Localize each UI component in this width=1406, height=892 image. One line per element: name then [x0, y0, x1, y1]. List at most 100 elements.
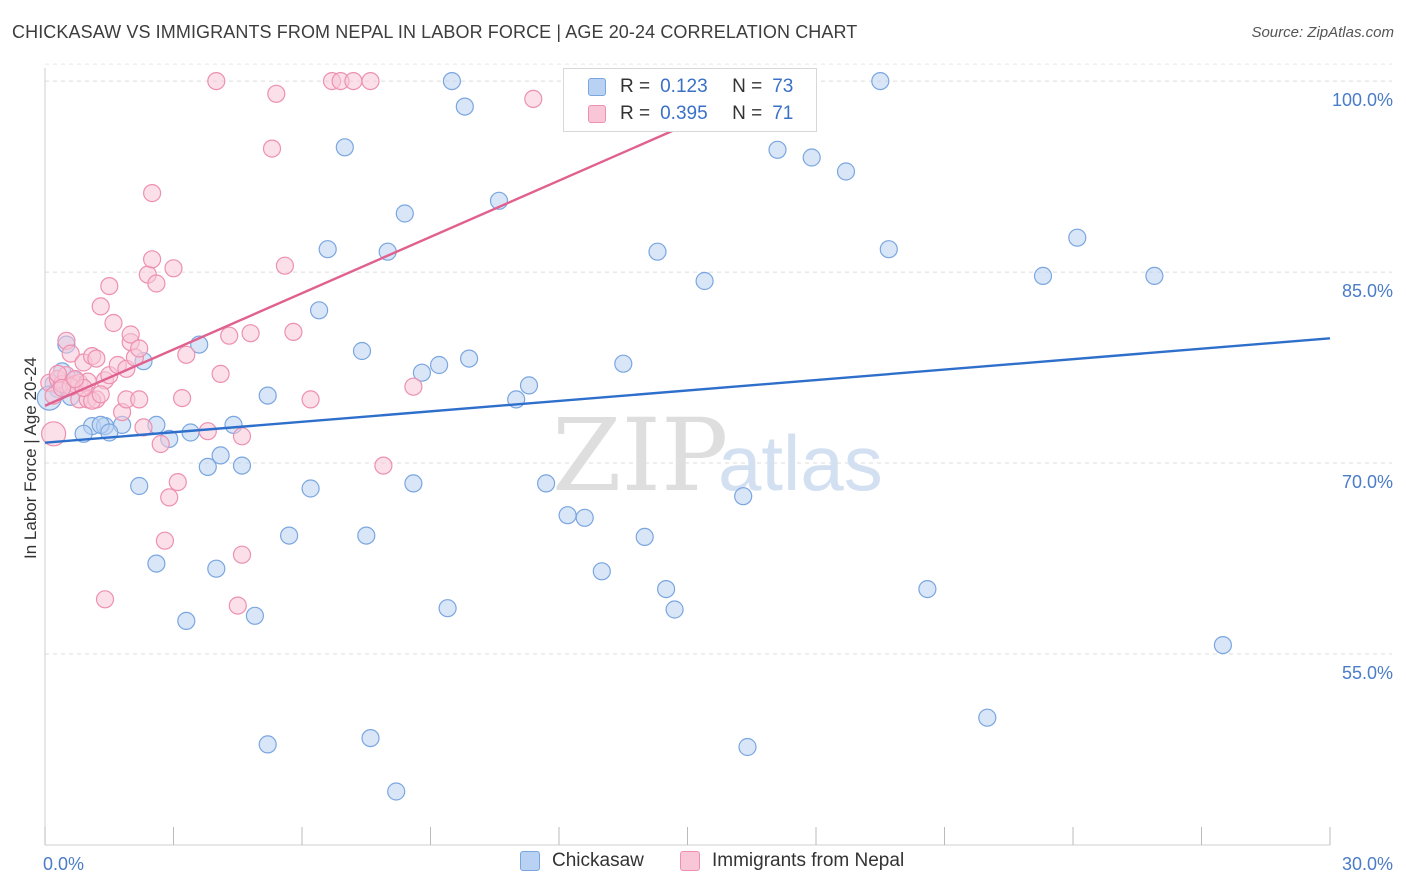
- r-value: 0.395: [660, 103, 708, 124]
- chickasaw-point: [395, 204, 414, 223]
- nepal-point: [173, 389, 192, 408]
- chickasaw-point: [318, 240, 337, 259]
- chickasaw-point: [177, 611, 196, 631]
- chickasaw-point: [412, 363, 431, 382]
- chickasaw-point: [460, 349, 479, 368]
- chickasaw-point: [635, 527, 654, 547]
- chickasaw-point: [357, 526, 376, 545]
- chickasaw-point: [802, 148, 821, 167]
- nepal-point: [284, 322, 303, 341]
- y-tick-label: 55.0%: [1342, 663, 1393, 683]
- nepal-point: [143, 250, 162, 269]
- nepal-point: [404, 377, 423, 396]
- nepal-point: [267, 84, 286, 103]
- nepal-trend-line: [44, 119, 697, 407]
- chickasaw-point: [207, 559, 226, 578]
- chickasaw-trend-line: [44, 337, 1331, 444]
- nepal-point: [374, 456, 393, 475]
- n-label: N =: [732, 103, 763, 124]
- y-axis-label: In Labor Force | Age 20-24: [21, 357, 40, 559]
- chickasaw-point: [768, 140, 787, 159]
- n-value: 73: [772, 76, 794, 97]
- chickasaw-point: [301, 479, 320, 498]
- nepal-point: [524, 89, 543, 109]
- chickasaw-point: [232, 456, 252, 475]
- nepal-point: [40, 421, 67, 447]
- x-tick-label: 0.0%: [43, 854, 84, 874]
- chickasaw-point: [1068, 228, 1087, 247]
- chickasaw-point: [648, 242, 667, 261]
- legend-row-nepal: R = 0.395 N = 71: [588, 101, 793, 127]
- nepal-point: [134, 418, 153, 437]
- x-tick-label: 30.0%: [1342, 854, 1393, 874]
- chickasaw-point: [871, 71, 890, 91]
- y-tick-label: 85.0%: [1342, 281, 1393, 301]
- series-legend: Chickasaw Immigrants from Nepal: [0, 850, 1406, 878]
- nepal-point: [275, 256, 294, 275]
- n-label: N =: [732, 76, 763, 97]
- chickasaw-point: [258, 386, 277, 405]
- watermark: ZIP atlas: [552, 397, 883, 514]
- nepal-point: [228, 596, 247, 615]
- stats-legend: R = 0.123 N = 73 R = 0.395 N = 71: [563, 68, 817, 132]
- axes: [44, 68, 1331, 846]
- chickasaw-point: [879, 240, 898, 259]
- chickasaw-point: [130, 476, 149, 496]
- nepal-point: [207, 71, 226, 91]
- nepal-point: [232, 545, 252, 564]
- chickasaw-point: [211, 446, 230, 465]
- nepal-point: [155, 531, 174, 550]
- chickasaw-point: [147, 554, 166, 573]
- chickasaw-point: [442, 71, 461, 91]
- chickasaw-point: [361, 728, 380, 748]
- nepal-point: [198, 422, 217, 441]
- nepal-point: [52, 378, 72, 397]
- chickasaw-point: [1033, 266, 1053, 285]
- legend-item-chickasaw: Chickasaw: [520, 850, 644, 872]
- nepal-point: [95, 590, 115, 609]
- nepal-point: [361, 71, 380, 91]
- chickasaw-point: [1145, 266, 1164, 285]
- source-label: Source: ZipAtlas.com: [1251, 24, 1394, 41]
- nepal-point: [91, 385, 110, 404]
- chickasaw-point: [918, 579, 937, 599]
- nepal-point: [87, 349, 106, 368]
- chickasaw-point: [738, 737, 757, 757]
- r-label: R =: [620, 103, 651, 124]
- chickasaw-point: [404, 474, 423, 493]
- chickasaw-point: [978, 708, 997, 727]
- nepal-point: [164, 259, 183, 278]
- chickasaw-point: [387, 782, 406, 801]
- chickasaw-point: [536, 474, 556, 493]
- nepal-point: [143, 184, 162, 203]
- nepal-point: [91, 297, 110, 316]
- y-tick-label: 100.0%: [1332, 90, 1393, 110]
- nepal-point: [65, 369, 85, 389]
- nepal-point: [241, 324, 260, 343]
- chickasaw-point: [335, 138, 354, 157]
- nepal-point: [301, 390, 320, 409]
- legend-row-chickasaw: R = 0.123 N = 73: [588, 74, 793, 100]
- chickasaw-swatch: [588, 78, 606, 96]
- nepal-swatch: [588, 105, 606, 123]
- chickasaw-point: [558, 506, 577, 525]
- legend-item-nepal: Immigrants from Nepal: [680, 850, 904, 872]
- chickasaw-point: [455, 97, 474, 116]
- nepal-point: [130, 339, 149, 358]
- nepal-point: [130, 390, 149, 409]
- nepal-legend-label: Immigrants from Nepal: [712, 850, 905, 871]
- nepal-point: [220, 326, 239, 345]
- nepal-point: [177, 345, 196, 364]
- nepal-point: [61, 344, 80, 363]
- nepal-point: [211, 364, 230, 383]
- nepal-point: [262, 139, 282, 158]
- nepal-point: [160, 488, 179, 507]
- chickasaw-point: [310, 301, 329, 320]
- chickasaw-point: [258, 735, 277, 754]
- chickasaw-point: [430, 355, 449, 375]
- nepal-point: [232, 427, 252, 446]
- nepal-point: [344, 71, 363, 91]
- r-label: R =: [620, 76, 651, 97]
- nepal-point: [168, 473, 187, 492]
